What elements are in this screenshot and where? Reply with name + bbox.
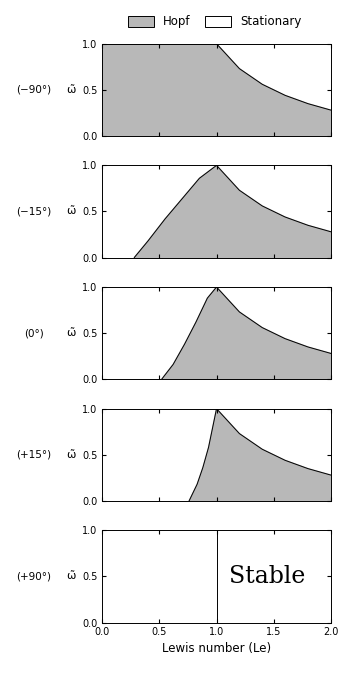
Text: (−15°): (−15°) bbox=[16, 207, 51, 217]
Polygon shape bbox=[162, 287, 331, 379]
Polygon shape bbox=[189, 409, 331, 501]
Y-axis label: ω̃: ω̃ bbox=[66, 207, 76, 217]
Y-axis label: ω̃: ω̃ bbox=[66, 571, 76, 581]
Polygon shape bbox=[134, 166, 331, 258]
Y-axis label: ω̃: ω̃ bbox=[66, 450, 76, 460]
Text: (+15°): (+15°) bbox=[16, 450, 51, 460]
Y-axis label: ω̃: ω̃ bbox=[66, 85, 76, 95]
Text: (+90°): (+90°) bbox=[16, 571, 51, 581]
Text: Stable: Stable bbox=[228, 565, 305, 588]
Text: (−90°): (−90°) bbox=[16, 85, 51, 95]
Text: (0°): (0°) bbox=[24, 328, 44, 338]
Polygon shape bbox=[102, 44, 331, 136]
Y-axis label: ω̃: ω̃ bbox=[66, 328, 76, 338]
X-axis label: Lewis number (Le): Lewis number (Le) bbox=[162, 641, 271, 655]
Legend: Hopf, Stationary: Hopf, Stationary bbox=[123, 11, 307, 33]
